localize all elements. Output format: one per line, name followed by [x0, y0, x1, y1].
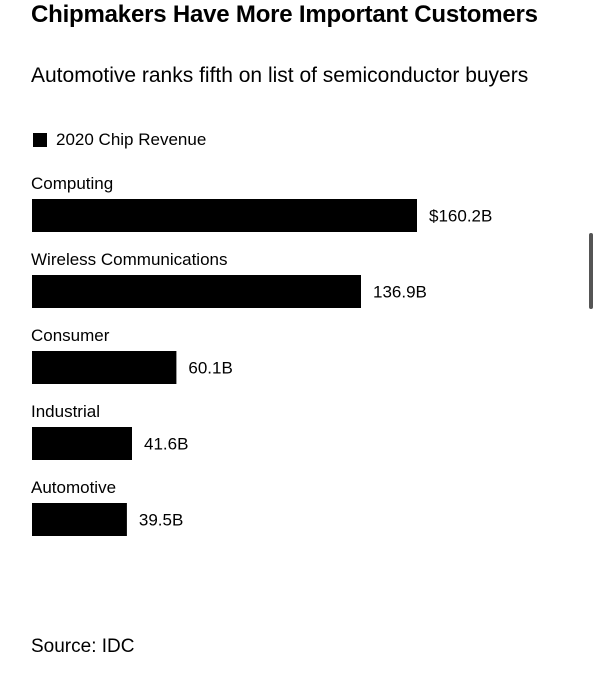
category-label: Computing [31, 174, 113, 193]
data-label: 39.5B [139, 511, 183, 530]
chart-title: Chipmakers Have More Important Customers [31, 1, 538, 28]
source-note: Source: IDC [31, 636, 135, 657]
category-label: Wireless Communications [31, 250, 228, 269]
data-label: 41.6B [144, 435, 188, 454]
scrollbar[interactable] [589, 233, 593, 309]
legend-swatch [33, 133, 47, 147]
chart-subtitle: Automotive ranks fifth on list of semico… [31, 64, 529, 87]
category-label: Automotive [31, 478, 116, 497]
category-label: Industrial [31, 402, 100, 421]
bar [32, 503, 127, 536]
bar [32, 351, 177, 384]
data-label: 136.9B [373, 283, 427, 302]
bar [32, 275, 361, 308]
bar [32, 199, 417, 232]
legend-label: 2020 Chip Revenue [56, 130, 207, 149]
bar [32, 427, 132, 460]
data-label: 60.1B [188, 359, 232, 378]
data-label: $160.2B [429, 207, 492, 226]
category-label: Consumer [31, 326, 110, 345]
legend: 2020 Chip Revenue [33, 130, 206, 150]
